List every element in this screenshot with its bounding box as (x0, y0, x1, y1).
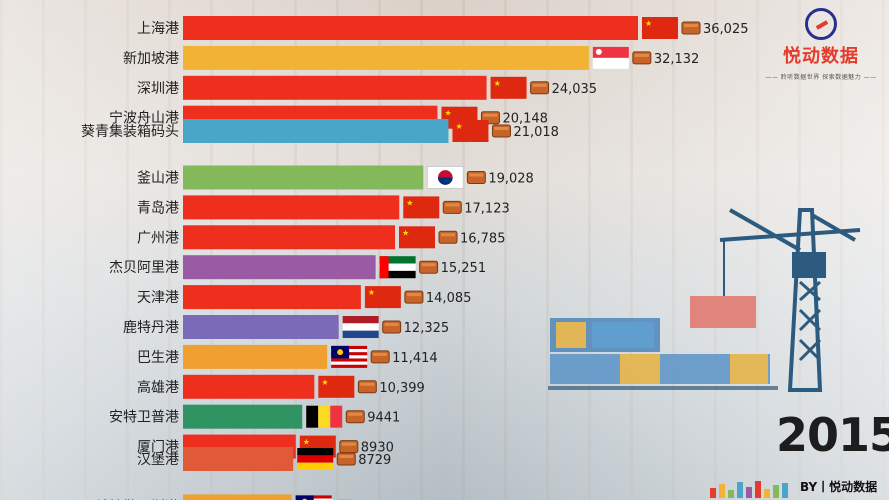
flag-icon: ★ (642, 17, 678, 39)
category-label: 葵青集装箱码头 (81, 123, 179, 140)
container-icon (382, 320, 402, 334)
bar (183, 255, 376, 280)
bar (183, 315, 339, 339)
value-label: 32,132 (654, 52, 700, 67)
svg-text:★: ★ (645, 19, 652, 28)
crane-illustration (548, 208, 861, 392)
flag-icon: ★ (318, 375, 355, 398)
category-label: 天津港 (137, 290, 179, 306)
value-label: 16,785 (460, 231, 506, 246)
value-label: 19,028 (488, 172, 534, 187)
flag-icon (306, 405, 343, 428)
value-label: 21,018 (513, 125, 559, 140)
container-icon (419, 260, 439, 274)
container-icon (681, 21, 701, 35)
svg-text:★: ★ (455, 122, 462, 131)
container-icon (336, 452, 356, 466)
bar (183, 404, 303, 429)
category-label: 高雄港 (137, 379, 179, 396)
container-icon (442, 200, 462, 214)
container-icon (632, 51, 652, 65)
value-label: 12,325 (404, 321, 450, 336)
value-label: 8930 (361, 441, 394, 456)
value-label: 9441 (367, 411, 400, 426)
bar (183, 447, 294, 471)
svg-text:★: ★ (368, 288, 375, 297)
flag-icon (342, 316, 379, 338)
brand-logo-text: 悦动数据 (783, 46, 859, 67)
svg-text:★: ★ (444, 109, 451, 118)
flag-icon (331, 345, 368, 368)
bar (183, 75, 487, 100)
bar (183, 165, 424, 190)
year-label: 2015 (776, 408, 889, 462)
bar (183, 16, 638, 40)
bar (183, 374, 315, 399)
flag-icon: ★ (403, 196, 440, 219)
flag-icon (379, 256, 416, 279)
container-icon (530, 81, 550, 95)
value-label: 11,414 (392, 351, 438, 366)
brand-logo: 悦动数据 —— 聆听数据世界 探索数据魅力 —— (762, 8, 880, 81)
value-label: 15,251 (441, 261, 487, 276)
flag-icon: ★ (398, 226, 435, 249)
category-label: 宁波舟山港 (109, 110, 179, 127)
bar (183, 225, 395, 250)
flag-icon (592, 46, 629, 69)
value-label: 8729 (358, 453, 391, 468)
bar (183, 195, 400, 220)
container-icon (466, 171, 486, 184)
value-label: 10,399 (379, 381, 425, 396)
svg-text:★: ★ (402, 228, 409, 237)
category-label: 杰贝阿里港 (109, 260, 179, 276)
category-label: 新加坡港 (123, 51, 179, 67)
bar (183, 45, 589, 70)
flag-icon (295, 495, 332, 500)
value-label: 36,025 (703, 22, 749, 37)
container-icon (438, 230, 458, 244)
equalizer-icon (710, 481, 788, 498)
svg-text:★: ★ (321, 378, 328, 387)
category-label: 釜山港 (137, 171, 179, 187)
flag-icon (297, 448, 334, 470)
category-label: 安特卫普港 (109, 410, 179, 426)
bars-group: 上海港 ★ 36,025 新加坡港 32,132 深圳港 ★ 24,035 宁波舟山港 ★ 20,1… (81, 16, 749, 500)
category-label: 广州港 (137, 230, 179, 246)
flag-icon: ★ (364, 286, 401, 309)
bar (183, 344, 328, 369)
category-label: 鹿特丹港 (123, 319, 179, 336)
category-label: 青岛港 (137, 200, 179, 216)
container-icon (339, 440, 359, 454)
value-label: 17,123 (464, 201, 510, 216)
flag-icon (426, 166, 464, 189)
bar (183, 119, 449, 143)
category-label: 汉堡港 (137, 452, 179, 468)
svg-text:★: ★ (406, 198, 413, 207)
container-icon (491, 124, 511, 138)
value-label: 20,148 (502, 112, 548, 127)
container-icon (370, 350, 390, 364)
container-icon (357, 380, 377, 394)
container-icon (345, 410, 365, 424)
bar (183, 494, 292, 500)
by-credit: BY丨悦动数据 (800, 480, 878, 494)
container-icon (404, 290, 424, 304)
value-label: 24,035 (552, 82, 598, 97)
brand-logo-subtitle: —— 聆听数据世界 探索数据魅力 —— (765, 74, 877, 81)
category-label: 上海港 (137, 21, 179, 37)
category-label: 深圳港 (137, 81, 179, 97)
bar (183, 285, 361, 310)
brand-logo-icon (805, 8, 837, 40)
flag-icon: ★ (452, 120, 489, 142)
svg-text:★: ★ (494, 79, 501, 88)
category-label: 巴生港 (137, 350, 179, 366)
value-label: 14,085 (426, 291, 472, 306)
svg-text:★: ★ (303, 438, 310, 447)
category-label: 厦门港 (137, 440, 179, 456)
flag-icon: ★ (490, 76, 527, 99)
